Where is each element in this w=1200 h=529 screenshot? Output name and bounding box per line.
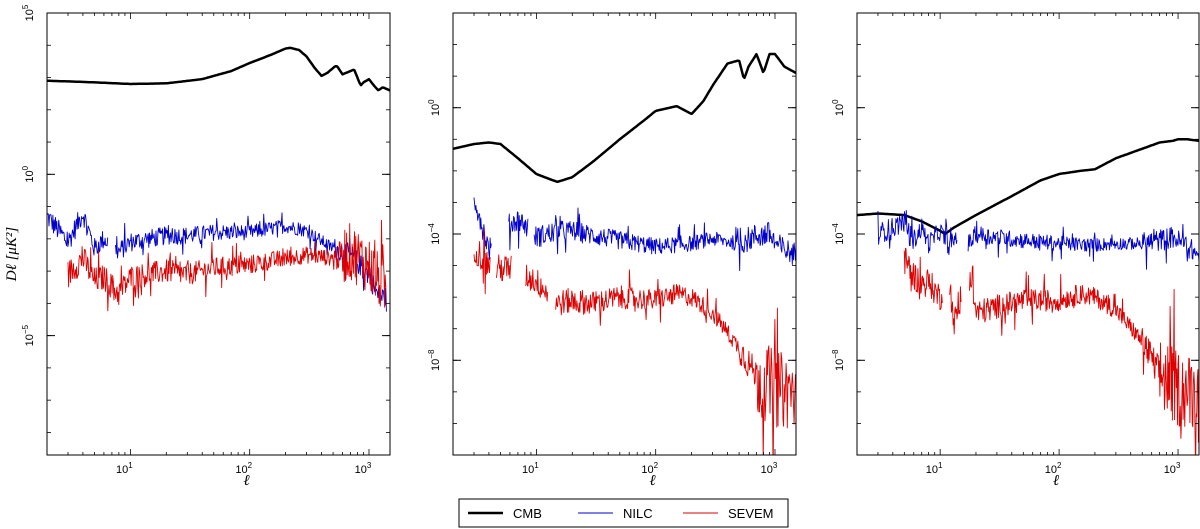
- series-line-sevem: [495, 254, 512, 282]
- x-axis-label: ℓ: [649, 473, 655, 489]
- y-axis-label: Dℓ [μK²]: [4, 227, 20, 283]
- series-cmb: [47, 46, 390, 92]
- y-tick-label: 10−5: [21, 324, 36, 346]
- series-sevem: [903, 247, 1199, 455]
- series-line-sevem: [903, 247, 943, 311]
- panel-1: 101 102 103 105 100 10−5 ℓ Dℓ [μK²]: [4, 4, 391, 489]
- series-line-sevem: [555, 269, 796, 455]
- x-tick-label: 103: [761, 461, 778, 476]
- y-tick-label: 100: [21, 165, 36, 182]
- series-sevem: [473, 228, 796, 455]
- legend-label-cmb: CMB: [513, 506, 542, 521]
- series-line-sevem: [969, 265, 1199, 455]
- series-line-cmb: [857, 138, 1199, 236]
- panel-3: 101 102 103 100 10−4 10−8 ℓ: [831, 12, 1200, 489]
- x-axis-label: ℓ: [1053, 473, 1059, 489]
- y-tick-label: 10−4: [831, 223, 846, 245]
- y-tick-label: 10−8: [831, 349, 846, 371]
- series-line-nilc: [47, 212, 109, 256]
- series-cmb: [453, 52, 796, 184]
- legend-box: [458, 498, 789, 528]
- series-sevem: [67, 219, 387, 312]
- x-tick-label: 101: [926, 461, 943, 476]
- y-tick-label: 105: [21, 4, 36, 21]
- series-line-sevem: [949, 284, 962, 335]
- series-line-sevem: [67, 219, 387, 312]
- series-line-cmb: [47, 46, 390, 92]
- series-line-nilc: [473, 197, 492, 261]
- x-tick-label: 103: [355, 461, 372, 476]
- y-tick-label: 100: [427, 99, 442, 116]
- y-tick-label: 10−4: [427, 223, 442, 245]
- axes-frame: [856, 12, 1200, 456]
- legend-label-nilc: NILC: [623, 506, 653, 521]
- y-tick-label: 100: [831, 99, 846, 116]
- legend-label-sevem: SEVEM: [728, 506, 774, 521]
- series-cmb: [857, 138, 1199, 236]
- series-line-nilc: [533, 207, 796, 272]
- x-tick-label: 103: [1164, 461, 1181, 476]
- axes-frame: [46, 12, 391, 456]
- series-nilc: [473, 197, 796, 272]
- series-line-nilc: [508, 211, 529, 251]
- x-tick-label: 102: [641, 461, 658, 476]
- y-tick-label: 10−8: [427, 349, 442, 371]
- panel-2: 101 102 103 100 10−4 10−8 ℓ: [427, 12, 797, 489]
- series-line-cmb: [453, 52, 796, 184]
- series-line-sevem: [473, 228, 491, 295]
- series-nilc: [877, 210, 1199, 270]
- x-tick-label: 102: [1045, 461, 1062, 476]
- x-tick-label: 102: [235, 461, 252, 476]
- x-axis-label: ℓ: [243, 473, 249, 489]
- x-tick-label: 101: [522, 461, 539, 476]
- legend: CMB NILC SEVEM: [458, 498, 789, 528]
- series-line-sevem: [525, 264, 549, 302]
- series-line-nilc: [967, 220, 1199, 270]
- series-line-nilc: [877, 210, 958, 256]
- x-tick-label: 101: [116, 461, 133, 476]
